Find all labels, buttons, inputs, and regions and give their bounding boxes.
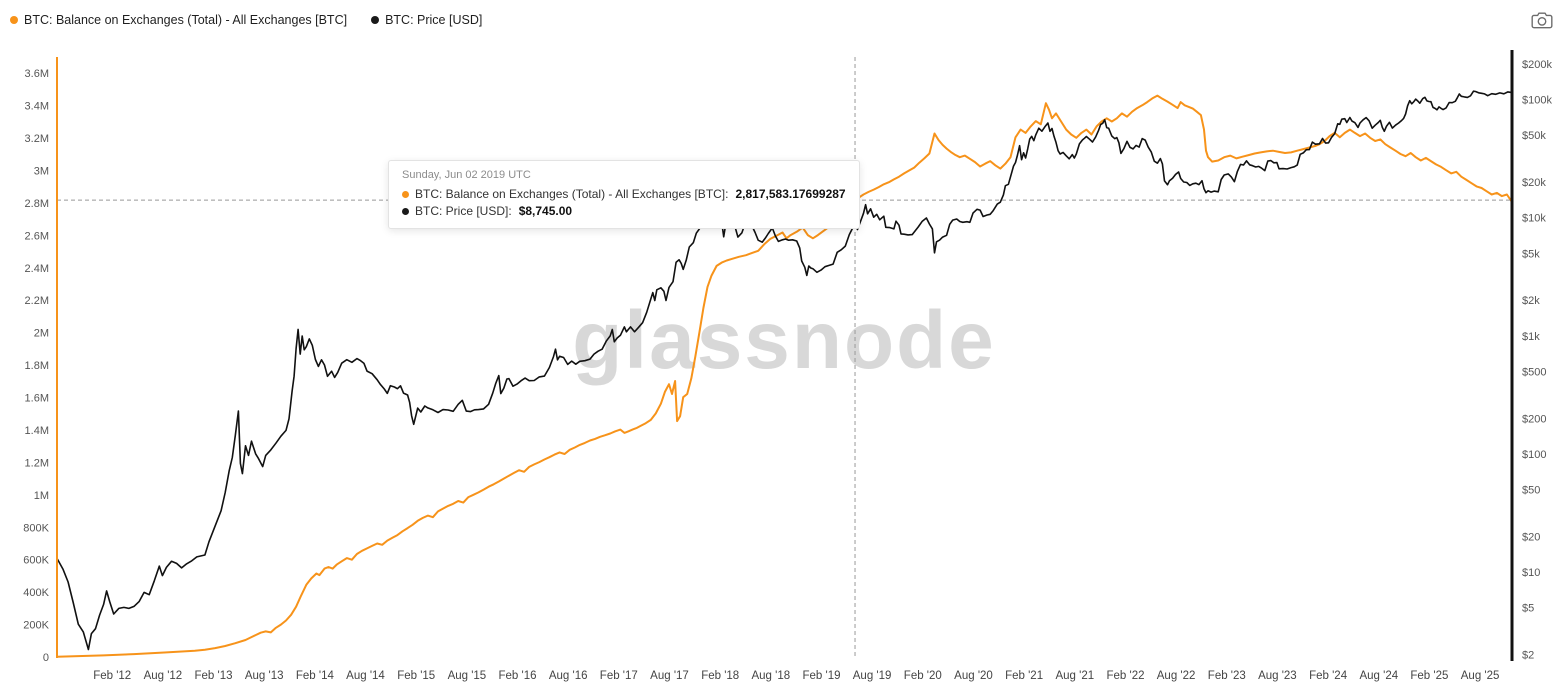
x-tick-label: Aug '20	[954, 670, 993, 682]
y-left-tick-label: 800K	[23, 522, 49, 534]
x-tick-label: Feb '15	[397, 670, 435, 682]
legend-item-price[interactable]: BTC: Price [USD]	[371, 13, 482, 27]
x-tick-label: Aug '14	[346, 670, 385, 682]
x-tick-label: Feb '18	[701, 670, 739, 682]
tooltip-balance-label: BTC: Balance on Exchanges (Total) - All …	[415, 187, 729, 201]
y-left-tick-label: 200K	[23, 620, 49, 632]
y-left-tick-label: 3.2M	[25, 133, 49, 145]
y-left-tick-label: 400K	[23, 587, 49, 599]
y-right-tick-label: $5	[1522, 602, 1534, 614]
x-tick-label: Feb '21	[1005, 670, 1043, 682]
x-tick-label: Aug '25	[1461, 670, 1500, 682]
y-left-tick-label: 1M	[34, 490, 49, 502]
y-left-tick-label: 2.2M	[25, 295, 49, 307]
x-tick-label: Aug '18	[751, 670, 790, 682]
x-tick-label: Feb '19	[803, 670, 841, 682]
y-left-tick-label: 3.4M	[25, 101, 49, 113]
y-right-tick-label: $10	[1522, 567, 1540, 579]
y-left-tick-label: 2.8M	[25, 198, 49, 210]
chart-tooltip: Sunday, Jun 02 2019 UTC BTC: Balance on …	[388, 160, 860, 229]
y-left-tick-label: 1.6M	[25, 393, 49, 405]
x-tick-label: Aug '13	[245, 670, 284, 682]
price-tooltip-dot	[402, 207, 409, 215]
y-left-tick-label: 1.8M	[25, 360, 49, 372]
y-right-tick-label: $20	[1522, 531, 1540, 543]
y-right-tick-label: $2k	[1522, 295, 1540, 307]
x-tick-label: Aug '21	[1055, 670, 1094, 682]
x-tick-label: Aug '23	[1258, 670, 1297, 682]
y-right-tick-label: $200	[1522, 413, 1546, 425]
y-left-tick-label: 3M	[34, 166, 49, 178]
x-tick-label: Aug '24	[1359, 670, 1398, 682]
tooltip-balance-value: 2,817,583.17699287	[735, 187, 846, 201]
y-left-tick-label: 2.4M	[25, 263, 49, 275]
chart-legend: BTC: Balance on Exchanges (Total) - All …	[10, 13, 482, 27]
y-right-tick-label: $10k	[1522, 213, 1546, 225]
x-tick-label: Feb '13	[195, 670, 233, 682]
chart-header: BTC: Balance on Exchanges (Total) - All …	[0, 0, 1568, 40]
x-tick-label: Feb '22	[1107, 670, 1145, 682]
x-tick-label: Feb '16	[499, 670, 537, 682]
x-tick-label: Feb '24	[1309, 670, 1348, 682]
y-right-tick-label: $2	[1522, 649, 1534, 661]
y-left-tick-label: 2.6M	[25, 230, 49, 242]
y-right-tick-label: $200k	[1522, 59, 1552, 71]
y-right-tick-label: $100	[1522, 449, 1546, 461]
x-tick-label: Feb '23	[1208, 670, 1246, 682]
price-legend-label: BTC: Price [USD]	[385, 13, 483, 27]
tooltip-date: Sunday, Jun 02 2019 UTC	[402, 169, 531, 181]
x-tick-label: Aug '19	[853, 670, 892, 682]
glassnode-watermark: glassnode	[572, 295, 996, 386]
balance-legend-dot	[10, 16, 18, 24]
x-tick-label: Aug '17	[650, 670, 689, 682]
tooltip-price-label: BTC: Price [USD]:	[415, 204, 512, 218]
tooltip-price-value: $8,745.00	[518, 204, 573, 218]
y-right-tick-label: $50	[1522, 484, 1540, 496]
y-left-tick-label: 2M	[34, 328, 49, 340]
legend-item-balance[interactable]: BTC: Balance on Exchanges (Total) - All …	[10, 13, 347, 27]
y-right-tick-label: $20k	[1522, 177, 1546, 189]
balance-tooltip-dot	[402, 190, 409, 198]
x-tick-label: Aug '12	[144, 670, 183, 682]
balance-legend-label: BTC: Balance on Exchanges (Total) - All …	[24, 13, 348, 27]
x-tick-label: Aug '16	[549, 670, 588, 682]
y-right-tick-label: $1k	[1522, 331, 1540, 343]
y-right-tick-label: $5k	[1522, 248, 1540, 260]
x-tick-label: Aug '15	[448, 670, 487, 682]
y-right-tick-label: $100k	[1522, 95, 1552, 107]
x-tick-label: Feb '25	[1410, 670, 1448, 682]
x-tick-label: Feb '20	[904, 670, 942, 682]
y-right-tick-label: $50k	[1522, 130, 1546, 142]
price-legend-dot	[371, 16, 380, 24]
camera-icon	[1531, 12, 1553, 29]
y-left-tick-label: 1.2M	[25, 457, 49, 469]
x-tick-label: Feb '14	[296, 670, 335, 682]
x-tick-label: Aug '22	[1157, 670, 1196, 682]
y-right-tick-label: $500	[1522, 366, 1546, 378]
y-left-tick-label: 0	[43, 652, 49, 664]
y-left-tick-label: 3.6M	[25, 68, 49, 80]
price-series-line	[56, 90, 1513, 651]
tooltip-price-row: BTC: Price [USD]: $8,745.00	[402, 204, 846, 218]
x-tick-label: Feb '17	[600, 670, 638, 682]
y-left-tick-label: 1.4M	[25, 425, 49, 437]
y-left-tick-label: 600K	[23, 555, 49, 567]
camera-button[interactable]	[1526, 7, 1558, 33]
x-tick-label: Feb '12	[93, 670, 131, 682]
tooltip-balance-row: BTC: Balance on Exchanges (Total) - All …	[402, 187, 846, 201]
